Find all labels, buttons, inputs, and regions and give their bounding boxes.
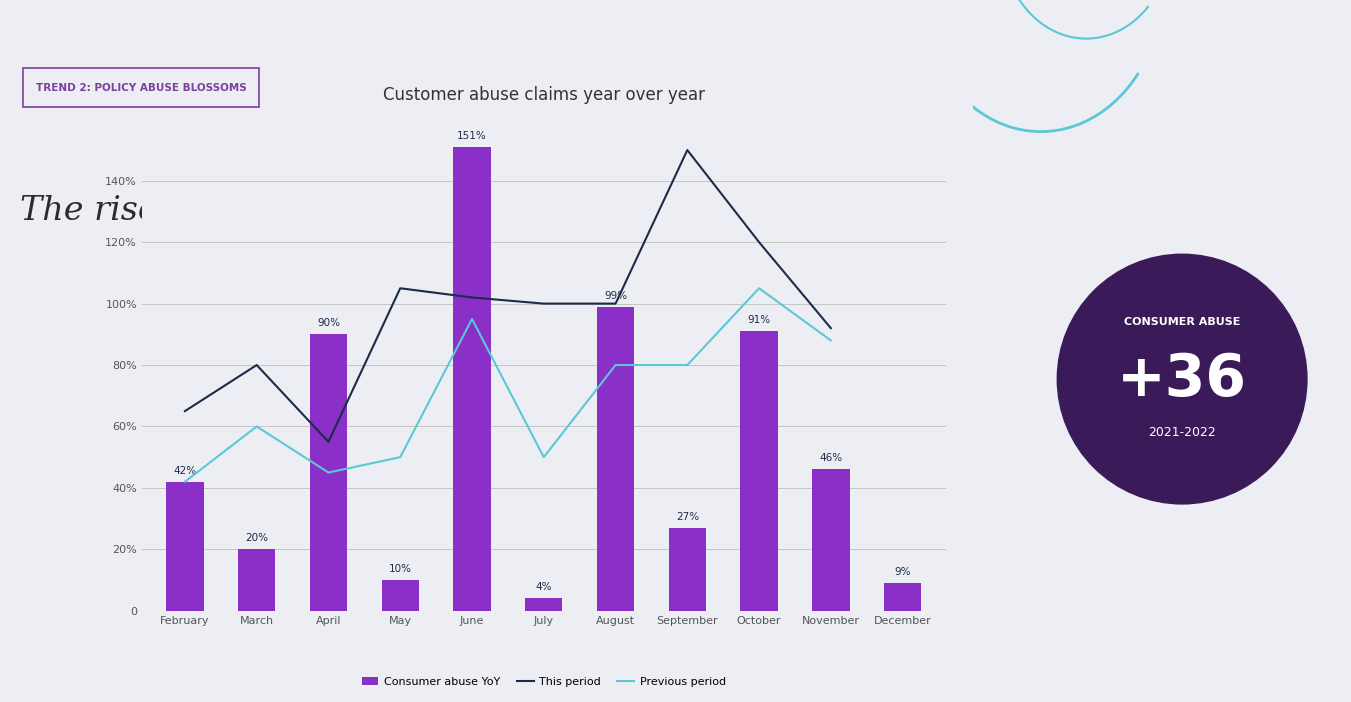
- Legend: Consumer abuse YoY, This period, Previous period: Consumer abuse YoY, This period, Previou…: [357, 673, 731, 691]
- Text: 91%: 91%: [747, 315, 770, 325]
- Bar: [238, 549, 276, 611]
- Text: 46%: 46%: [819, 453, 843, 463]
- Text: +36: +36: [1117, 350, 1247, 408]
- Bar: [309, 334, 347, 611]
- Bar: [526, 598, 562, 611]
- Text: 4%: 4%: [535, 583, 553, 592]
- Text: 9%: 9%: [894, 567, 911, 577]
- Text: 99%: 99%: [604, 291, 627, 300]
- Title: Customer abuse claims year over year: Customer abuse claims year over year: [382, 86, 705, 104]
- Text: 10%: 10%: [389, 564, 412, 574]
- Text: 90%: 90%: [317, 318, 340, 329]
- Bar: [669, 528, 707, 611]
- Bar: [740, 331, 778, 611]
- Bar: [381, 580, 419, 611]
- Bar: [812, 470, 850, 611]
- Bar: [597, 307, 634, 611]
- Text: CONSUMER ABUSE: CONSUMER ABUSE: [1124, 317, 1240, 327]
- Circle shape: [1058, 254, 1306, 504]
- Text: TREND 2: POLICY ABUSE BLOSSOMS: TREND 2: POLICY ABUSE BLOSSOMS: [36, 83, 247, 93]
- Text: 151%: 151%: [457, 131, 486, 141]
- Bar: [166, 482, 204, 611]
- Bar: [454, 147, 490, 611]
- Text: The rise of friendly fraud: The rise of friendly fraud: [20, 194, 444, 227]
- Text: 27%: 27%: [676, 512, 698, 522]
- Bar: [884, 583, 921, 611]
- Text: 2021-2022: 2021-2022: [1148, 427, 1216, 439]
- Text: 42%: 42%: [173, 465, 196, 476]
- Text: 20%: 20%: [245, 534, 269, 543]
